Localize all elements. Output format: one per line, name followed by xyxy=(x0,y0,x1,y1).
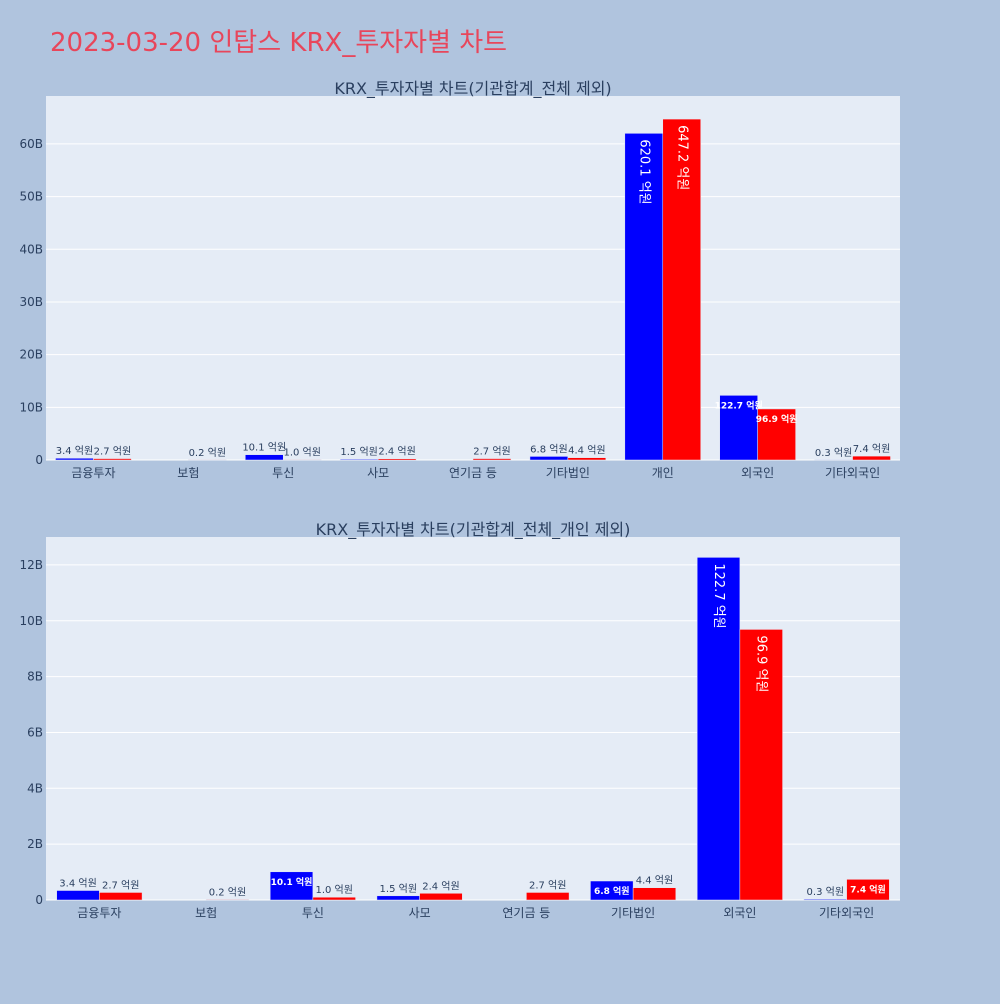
bar xyxy=(530,456,568,460)
data-label: 122.7 억원 xyxy=(711,563,726,628)
data-label: 6.8 억원 xyxy=(594,885,630,897)
chart-title: KRX_투자자별 차트(기관합계_전체_개인 제외) xyxy=(316,520,631,540)
y-tick-label: 4B xyxy=(27,781,43,795)
data-label: 7.4 억원 xyxy=(853,443,890,455)
data-label: 2.7 억원 xyxy=(529,879,566,891)
x-tick-label: 기타외국인 xyxy=(819,906,874,920)
data-label: 1.5 억원 xyxy=(340,446,377,458)
data-label: 7.4 억원 xyxy=(850,883,886,895)
y-tick-label: 30B xyxy=(19,295,43,309)
bar xyxy=(633,888,676,900)
x-tick-label: 금융투자 xyxy=(71,466,115,480)
data-label: 0.3 억원 xyxy=(807,886,844,898)
bar xyxy=(245,455,283,460)
x-tick-label: 투신 xyxy=(302,906,324,920)
data-label: 2.4 억원 xyxy=(378,446,415,458)
data-label: 2.7 억원 xyxy=(473,446,510,458)
data-label: 3.4 억원 xyxy=(59,878,96,890)
bar xyxy=(93,459,131,460)
bar xyxy=(473,459,511,460)
bar xyxy=(526,892,569,900)
data-label: 96.9 억원 xyxy=(756,413,798,425)
data-label: 96.9 억원 xyxy=(754,635,769,692)
x-tick-label: 보험 xyxy=(177,466,199,480)
data-label: 3.4 억원 xyxy=(56,445,93,457)
page-title: 2023-03-20 인탑스 KRX_투자자별 차트 xyxy=(50,22,507,59)
bar xyxy=(568,458,606,460)
y-tick-label: 20B xyxy=(19,348,43,362)
bar xyxy=(378,459,416,460)
bar xyxy=(99,892,142,900)
data-label: 620.1 억원 xyxy=(636,139,651,204)
bar xyxy=(853,456,891,460)
y-tick-label: 2B xyxy=(27,837,43,851)
bar xyxy=(420,893,463,900)
x-tick-label: 연기금 등 xyxy=(449,466,497,480)
y-tick-label: 12B xyxy=(19,558,43,572)
data-label: 647.2 억원 xyxy=(674,125,689,190)
data-label: 2.7 억원 xyxy=(94,446,131,458)
plot-area-0 xyxy=(46,96,900,460)
data-label: 122.7 억원 xyxy=(715,399,763,411)
y-tick-label: 40B xyxy=(19,242,43,256)
bar xyxy=(804,899,847,900)
data-label: 1.0 억원 xyxy=(283,446,320,458)
x-tick-label: 사모 xyxy=(367,466,389,480)
bar xyxy=(57,891,100,900)
data-label: 2.7 억원 xyxy=(102,879,139,891)
x-tick-label: 보험 xyxy=(195,906,217,920)
y-tick-label: 60B xyxy=(19,137,43,151)
bar xyxy=(55,458,93,460)
x-tick-label: 개인 xyxy=(652,466,674,480)
data-label: 0.3 억원 xyxy=(815,447,852,459)
x-tick-label: 외국인 xyxy=(723,906,756,920)
x-tick-label: 기타외국인 xyxy=(825,466,880,480)
data-label: 4.4 억원 xyxy=(568,445,605,457)
chart-title: KRX_투자자별 차트(기관합계_전체 제외) xyxy=(334,79,611,99)
bar xyxy=(340,459,378,460)
data-label: 10.1 억원 xyxy=(271,876,313,888)
y-tick-label: 10B xyxy=(19,614,43,628)
y-tick-label: 0 xyxy=(35,893,43,907)
data-label: 1.5 억원 xyxy=(380,883,417,895)
y-tick-label: 0 xyxy=(35,453,43,467)
data-label: 1.0 억원 xyxy=(315,884,352,896)
bar xyxy=(313,897,356,900)
x-tick-label: 기타법인 xyxy=(546,466,590,480)
bar xyxy=(377,896,420,900)
x-tick-label: 금융투자 xyxy=(77,906,121,920)
x-tick-label: 기타법인 xyxy=(611,906,655,920)
data-label: 6.8 억원 xyxy=(530,443,567,455)
x-tick-label: 투신 xyxy=(272,466,294,480)
bar xyxy=(206,899,249,900)
x-tick-label: 연기금 등 xyxy=(502,906,550,920)
y-tick-label: 6B xyxy=(27,725,43,739)
data-label: 0.2 억원 xyxy=(209,886,246,898)
bar xyxy=(283,459,321,460)
data-label: 4.4 억원 xyxy=(636,875,673,887)
y-tick-label: 50B xyxy=(19,190,43,204)
y-tick-label: 8B xyxy=(27,670,43,684)
y-tick-label: 10B xyxy=(19,400,43,414)
x-tick-label: 사모 xyxy=(409,906,431,920)
data-label: 0.2 억원 xyxy=(189,447,226,459)
data-label: 10.1 억원 xyxy=(242,442,286,454)
data-label: 2.4 억원 xyxy=(422,880,459,892)
x-tick-label: 외국인 xyxy=(741,466,774,480)
